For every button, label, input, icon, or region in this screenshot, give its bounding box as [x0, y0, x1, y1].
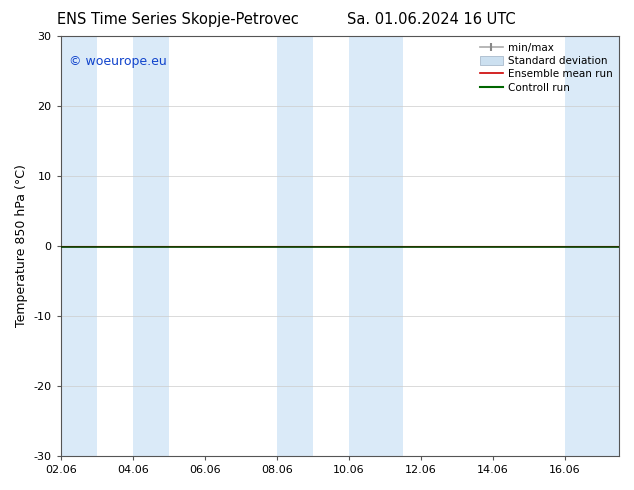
Legend: min/max, Standard deviation, Ensemble mean run, Controll run: min/max, Standard deviation, Ensemble me… — [476, 38, 617, 97]
Bar — [565, 36, 619, 456]
Bar — [349, 36, 403, 456]
Text: © woeurope.eu: © woeurope.eu — [69, 55, 167, 68]
Text: Sa. 01.06.2024 16 UTC: Sa. 01.06.2024 16 UTC — [347, 12, 515, 27]
Bar — [277, 36, 313, 456]
Text: ENS Time Series Skopje-Petrovec: ENS Time Series Skopje-Petrovec — [56, 12, 299, 27]
Bar — [133, 36, 169, 456]
Y-axis label: Temperature 850 hPa (°C): Temperature 850 hPa (°C) — [15, 165, 28, 327]
Bar — [61, 36, 97, 456]
